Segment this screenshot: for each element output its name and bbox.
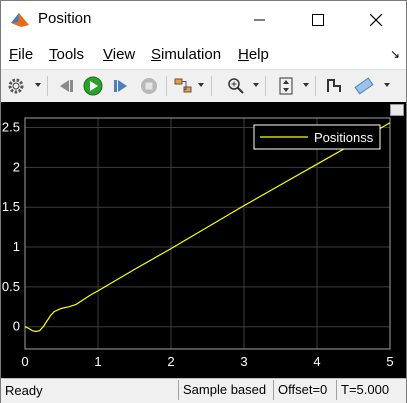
status-time: T=5.000 <box>336 380 405 400</box>
style-button[interactable] <box>323 75 345 97</box>
window-title: Position <box>38 10 92 27</box>
highlight-dropdown-icon[interactable] <box>198 83 204 87</box>
close-icon <box>369 13 382 26</box>
autoscale-button[interactable] <box>275 75 297 97</box>
line-chart: 0 1 2 3 4 5 0 0.5 1 1.5 2 2.5 Positionss <box>2 117 394 369</box>
settings-icon <box>8 78 24 94</box>
menu-tools[interactable]: Tools <box>49 46 85 63</box>
close-button[interactable] <box>347 1 405 39</box>
axes-frame <box>24 117 391 350</box>
undock-icon[interactable] <box>390 104 404 116</box>
highlight-block-button[interactable] <box>173 75 195 97</box>
y-tick-label: 0.5 <box>2 279 20 294</box>
toolbar-separator <box>211 76 212 96</box>
status-sample-mode: Sample based <box>178 380 271 400</box>
x-tick-label: 0 <box>21 354 28 369</box>
maximize-button[interactable] <box>289 1 347 39</box>
pin-arrow-icon[interactable]: ↘ <box>389 47 400 61</box>
step-forward-icon <box>114 80 127 92</box>
style-icon <box>327 79 341 92</box>
x-tick-label: 2 <box>167 354 174 369</box>
legend-label: Positionss <box>314 130 374 145</box>
menu-bar: File Tools View Simulation Help ↘ <box>1 39 406 69</box>
minimize-icon <box>254 19 265 21</box>
menu-view[interactable]: View <box>103 46 136 63</box>
stop-icon <box>141 78 157 94</box>
zoom-button[interactable] <box>225 75 247 97</box>
y-tick-label: 1.5 <box>2 199 20 214</box>
step-back-icon <box>60 80 73 92</box>
run-button[interactable] <box>82 75 104 97</box>
toolbar-separator <box>47 76 48 96</box>
series-line <box>24 122 391 333</box>
menu-simulation[interactable]: Simulation <box>151 46 222 63</box>
menu-file[interactable]: File <box>9 46 34 63</box>
minimize-button[interactable] <box>231 1 289 39</box>
cursor-measurement-icon <box>354 77 374 95</box>
measurement-dropdown-icon[interactable] <box>384 83 390 87</box>
menu-help[interactable]: Help <box>238 46 269 63</box>
scope-display[interactable]: 0 1 2 3 4 5 0 0.5 1 1.5 2 2.5 Positionss <box>1 102 406 378</box>
toolbar <box>1 69 406 103</box>
settings-dropdown-icon[interactable] <box>35 83 41 87</box>
x-tick-label: 5 <box>386 354 393 369</box>
y-tick-label: 2 <box>13 159 20 174</box>
status-ready: Ready <box>5 383 43 398</box>
run-icon <box>83 76 103 96</box>
maximize-icon <box>311 13 324 26</box>
x-tick-label: 3 <box>240 354 247 369</box>
status-offset: Offset=0 <box>273 380 334 400</box>
toolbar-separator <box>315 76 316 96</box>
stop-button[interactable] <box>138 75 160 97</box>
x-tick-label: 1 <box>94 354 101 369</box>
x-tick-label: 4 <box>313 354 320 369</box>
zoom-dropdown-icon[interactable] <box>253 83 259 87</box>
zoom-icon <box>228 78 244 94</box>
settings-button[interactable] <box>5 75 27 97</box>
y-tick-label: 1 <box>13 239 20 254</box>
status-bar: Ready Sample based Offset=0 T=5.000 <box>1 378 406 403</box>
step-forward-button[interactable] <box>110 75 132 97</box>
highlight-block-icon <box>174 78 192 93</box>
toolbar-separator <box>166 76 167 96</box>
matlab-logo-icon <box>11 13 29 27</box>
autoscale-icon <box>279 77 293 95</box>
y-tick-label: 0 <box>13 319 20 334</box>
autoscale-dropdown-icon[interactable] <box>303 83 309 87</box>
y-tick-label: 2.5 <box>2 120 20 135</box>
step-back-button[interactable] <box>55 75 77 97</box>
toolbar-separator <box>265 76 266 96</box>
title-bar[interactable]: Position <box>1 1 406 39</box>
cursor-measurement-button[interactable] <box>353 75 375 97</box>
